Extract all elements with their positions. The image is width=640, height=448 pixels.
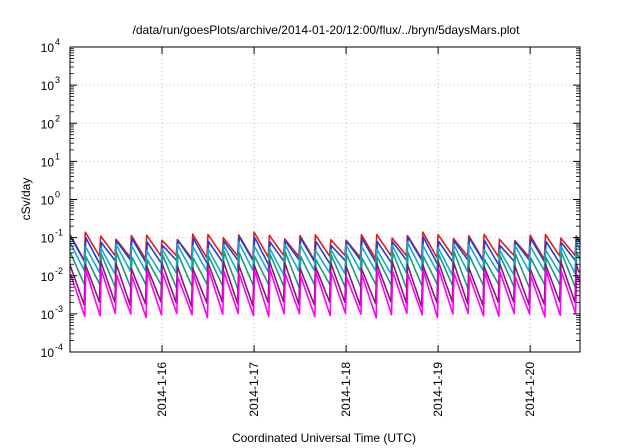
- y-tick-label: 10: [41, 41, 55, 55]
- y-tick-label: 10: [41, 308, 55, 322]
- y-tick-label: 10: [41, 155, 55, 169]
- y-tick-label: 10: [41, 270, 55, 284]
- y-tick-label: 10: [41, 232, 55, 246]
- series-line: [70, 236, 580, 266]
- x-tick-label: 2014-1-17: [247, 362, 261, 417]
- y-tick-exponent: -2: [55, 266, 63, 276]
- x-tick-label: 2014-1-18: [339, 362, 353, 417]
- series-line: [70, 241, 580, 276]
- y-tick-label: 10: [41, 79, 55, 93]
- y-tick-exponent: 1: [55, 151, 60, 161]
- grid: [70, 47, 580, 352]
- y-tick-exponent: 3: [55, 75, 60, 85]
- y-tick-exponent: -1: [55, 228, 63, 238]
- series-line: [70, 231, 580, 262]
- y-tick-exponent: 4: [55, 37, 60, 47]
- plot-frame: [69, 46, 581, 353]
- x-axis-label: Coordinated Universal Time (UTC): [232, 431, 416, 445]
- x-tick-label: 2014-1-19: [431, 362, 445, 417]
- y-tick-exponent: 2: [55, 113, 60, 123]
- series-layer: [70, 231, 580, 319]
- x-tick-label: 2014-1-16: [155, 362, 169, 417]
- y-tick-exponent: -4: [55, 342, 63, 352]
- series-line: [70, 250, 580, 291]
- series-line: [70, 260, 580, 308]
- y-tick-label: 10: [41, 117, 55, 131]
- y-tick-label: 10: [41, 346, 55, 360]
- chart-title: /data/run/goesPlots/archive/2014-01-20/1…: [133, 23, 521, 37]
- series-line: [70, 268, 580, 319]
- y-axis-label: cSv/day: [19, 178, 33, 221]
- y-tick-exponent: -3: [55, 304, 63, 314]
- x-tick-label: 2014-1-20: [523, 362, 537, 417]
- y-tick-exponent: 0: [55, 190, 60, 200]
- y-tick-label: 10: [41, 194, 55, 208]
